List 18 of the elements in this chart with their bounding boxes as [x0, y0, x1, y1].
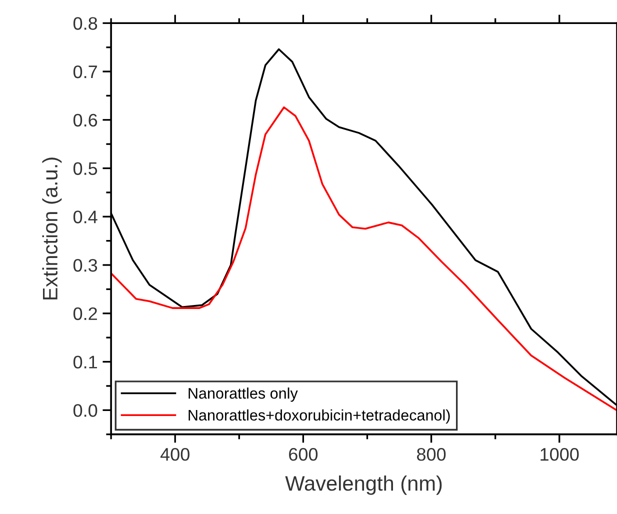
legend-label: Nanorattles only: [188, 388, 298, 402]
x-tick-label: 1000: [540, 448, 579, 461]
x-tick-label: 800: [417, 448, 446, 461]
y-axis-title: Extinction (a.u.): [42, 158, 62, 300]
y-tick-label: 0.6: [73, 114, 98, 127]
x-axis-title: Wavelength (nm): [285, 475, 442, 495]
y-tick-label: 0.1: [73, 356, 97, 368]
y-tick-label: 0.8: [73, 17, 98, 30]
y-tick-label: 0.2: [73, 307, 97, 320]
y-tick-label: 0.0: [73, 404, 98, 417]
y-tick-label: 0.4: [73, 210, 98, 224]
y-tick-label: 0.7: [73, 65, 97, 78]
y-tick-label: 0.3: [73, 258, 98, 272]
x-tick-label: 600: [289, 448, 318, 461]
y-tick-label: 0.5: [73, 162, 98, 175]
line-series: [111, 106, 617, 411]
legend-label: Nanorattles+doxorubicin+tetradecanol): [188, 409, 450, 424]
x-tick-label: 400: [160, 448, 190, 461]
